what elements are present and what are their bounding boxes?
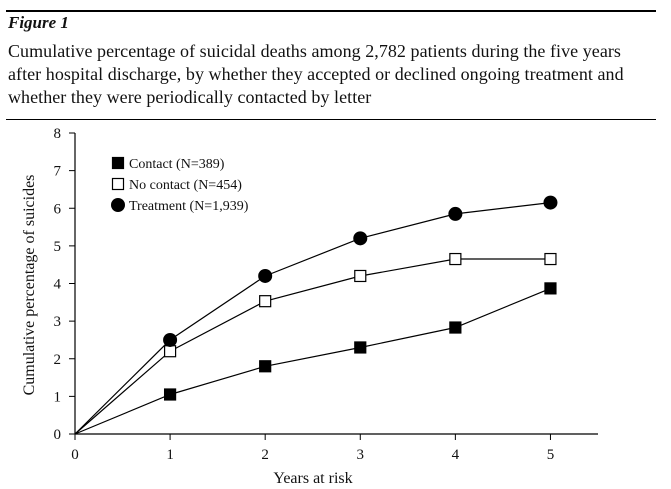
y-tick-label: 6 [54,201,62,217]
legend-label: Treatment (N=1,939) [129,199,249,214]
y-tick-label: 8 [54,126,62,142]
legend-marker [111,156,125,170]
top-rule [6,10,656,12]
data-point [258,268,273,283]
legend: Contact (N=389) No contact (N=454) Treatme… [111,156,249,214]
x-tick-label: 4 [452,447,460,463]
series-line [74,258,551,435]
x-tick-label: 1 [166,447,174,463]
data-point [544,282,557,295]
y-tick-label: 0 [54,427,62,443]
x-axis-label: Years at risk [273,470,352,487]
data-point [544,252,557,266]
data-point [353,231,368,246]
axes: 0 1 2 3 4 5 6 7 8 0 1 2 3 4 5 [54,126,598,463]
y-tick-label: 1 [54,389,62,405]
data-point [163,388,177,401]
caption-rule [6,119,656,120]
x-tick-label: 3 [357,447,365,463]
y-axis-label: Cumulative percentage of suicides [21,175,38,396]
y-tick-label: 5 [54,239,62,255]
y-tick-label: 3 [54,314,62,330]
y-tick-label: 2 [54,352,62,368]
series-layer [74,195,558,435]
legend-label: No contact (N=454) [129,178,242,193]
series-1 [74,252,557,435]
data-point [543,195,558,210]
legend-marker [111,177,125,191]
data-point [354,269,367,283]
data-point [163,332,178,347]
series-2 [74,195,558,435]
data-point [449,321,462,334]
data-point [259,360,272,373]
legend-label: Contact (N=389) [129,157,225,172]
y-tick-label: 4 [54,277,62,293]
x-tick-label: 2 [261,447,269,463]
x-tick-label: 5 [547,447,555,463]
series-line [74,202,551,435]
series-line [74,287,551,435]
series-0 [74,282,557,435]
figure-caption: Cumulative percentage of suicidal deaths… [8,41,624,107]
data-point [449,252,462,266]
x-tick-label: 0 [71,447,79,463]
data-point [354,341,367,354]
data-point [448,206,463,221]
y-tick-label: 7 [54,164,62,180]
data-point [163,345,177,358]
figure-label: Figure 1 [8,13,69,32]
legend-marker [111,198,125,212]
data-point [259,295,272,308]
